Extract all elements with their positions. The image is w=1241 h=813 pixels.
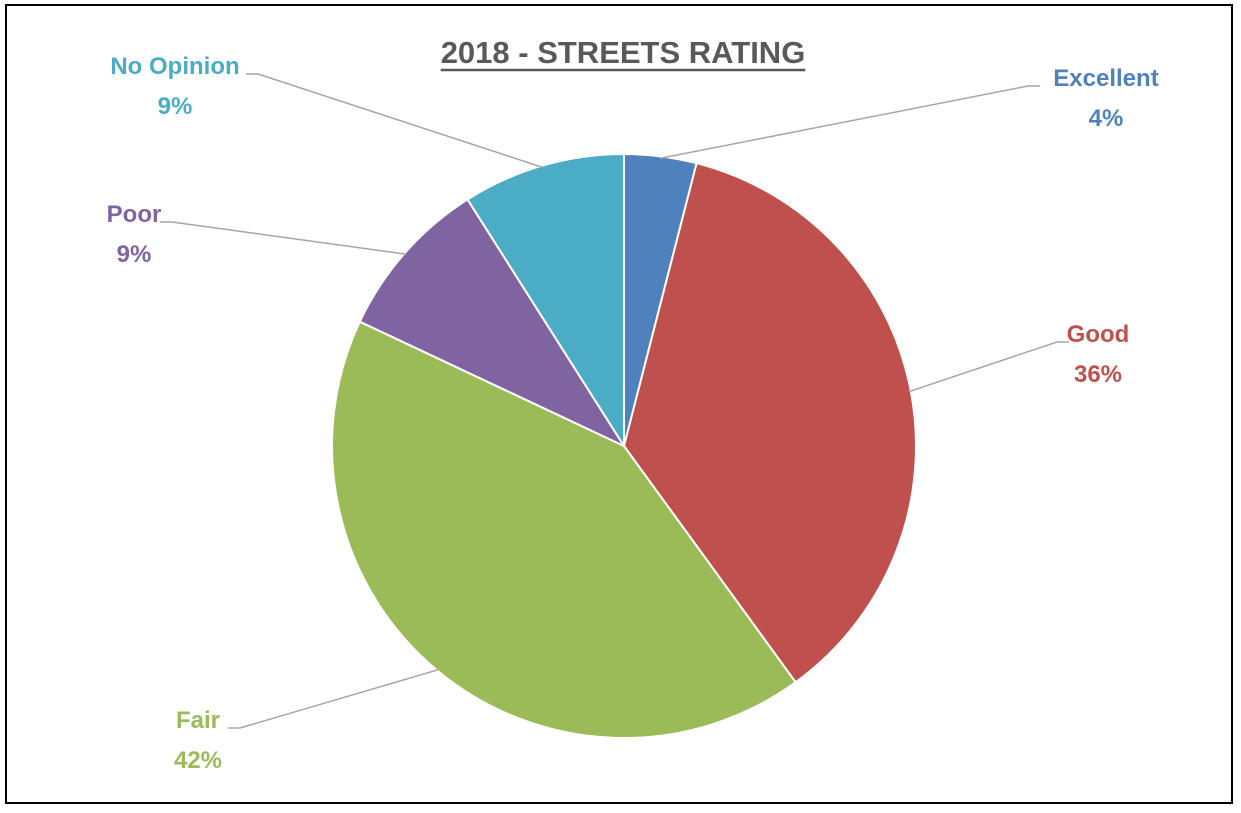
pie-slice-poor [358,198,627,449]
leader-lines [160,73,1069,729]
data-label-percent-poor: 9% [117,241,152,268]
leader-line-excellent [660,85,1040,160]
data-label-percent-excellent: 4% [1089,105,1124,132]
data-label-name-fair: Fair [176,707,220,734]
data-label-name-no-opinion: No Opinion [110,53,239,80]
pie-slice-no-opinion [466,152,625,450]
leader-line-good [908,341,1069,393]
data-label-percent-no-opinion: 9% [158,93,193,120]
data-label-percent-fair: 42% [174,747,222,774]
leader-line-poor [160,221,407,255]
chart-title: 2018 - STREETS RATING [441,35,806,70]
pie-slices [331,152,917,739]
data-labels: Excellent 4% Good 36% Fair 42% Poor 9% No Opinio… [107,53,1159,774]
data-label-name-poor: Poor [107,201,162,228]
data-label-name-excellent: Excellent [1053,65,1158,92]
data-label-name-good: Good [1067,321,1130,348]
pie-slice-fair [331,320,798,739]
leader-line-fair [228,668,440,729]
leader-line-no-opinion [246,73,544,169]
data-label-percent-good: 36% [1074,361,1122,388]
